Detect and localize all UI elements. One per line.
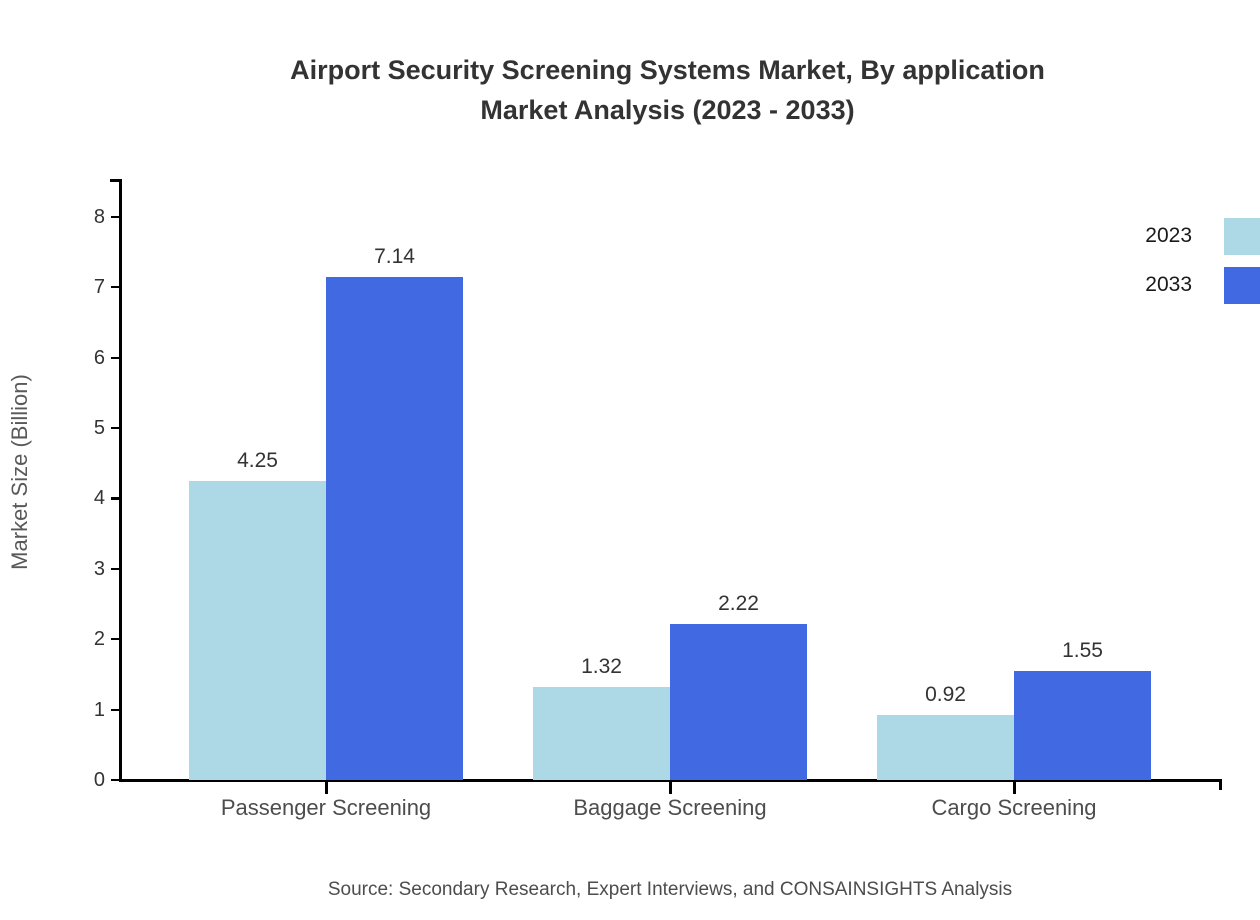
y-tick-label: 4: [93, 487, 105, 510]
y-axis-spine: [119, 179, 122, 782]
legend-label: 2023: [1145, 224, 1192, 247]
x-axis-right-cap: [1219, 779, 1222, 790]
y-tick-mark: [111, 779, 120, 782]
bar-2023-cargo-screening[interactable]: [877, 715, 1014, 780]
x-tick-label: Passenger Screening: [220, 795, 432, 820]
bar-value-label: 4.25: [237, 448, 278, 472]
y-tick-label: 0: [93, 769, 105, 791]
y-tick-mark: [111, 215, 120, 218]
bar-2033-baggage-screening[interactable]: [670, 623, 807, 780]
chart-title-line2: Market Analysis (2023 - 2033): [480, 95, 855, 125]
x-tick-mark: [325, 782, 328, 794]
legend-item-2033[interactable]: 2033: [1060, 263, 1260, 307]
y-tick-mark: [111, 567, 120, 570]
bar-value-label: 0.92: [925, 683, 966, 707]
y-tick-label: 3: [93, 557, 105, 580]
y-tick-label: 8: [93, 205, 105, 228]
y-axis-label: Market Size (Billion): [7, 374, 32, 570]
legend-swatch: [1224, 267, 1260, 304]
bar-2033-passenger-screening[interactable]: [326, 277, 463, 780]
bar-value-label: 7.14: [374, 245, 415, 269]
legend-swatch: [1224, 218, 1260, 255]
y-tick-mark: [111, 497, 120, 500]
legend-label: 2033: [1145, 273, 1192, 296]
x-axis-spine: [121, 779, 1222, 782]
bar-value-label: 1.32: [581, 655, 622, 679]
bar-value-label: 1.55: [1062, 638, 1103, 662]
y-axis-label-wrap: Market Size (Billion): [0, 179, 40, 781]
x-tick-mark: [1013, 782, 1016, 794]
x-tick-label: Cargo Screening: [931, 795, 1097, 820]
x-tick-label: Baggage Screening: [573, 795, 767, 820]
bar-2023-baggage-screening[interactable]: [533, 687, 670, 780]
chart-legend: 2023 2033: [1060, 214, 1260, 324]
y-axis-top-cap: [110, 179, 121, 182]
bar-value-label: 2.22: [718, 591, 759, 615]
legend-item-2023[interactable]: 2023: [1060, 214, 1260, 258]
bar-2033-cargo-screening[interactable]: [1014, 670, 1151, 780]
y-tick-label: 6: [93, 346, 105, 369]
bar-2023-passenger-screening[interactable]: [189, 480, 326, 780]
source-note: Source: Secondary Research, Expert Inter…: [327, 879, 1013, 900]
y-tick-mark: [111, 286, 120, 289]
y-tick-label: 5: [93, 417, 105, 439]
y-tick-mark: [111, 427, 120, 430]
y-tick-label: 7: [93, 276, 105, 299]
y-tick-mark: [111, 356, 120, 359]
chart-title: Airport Security Screening Systems Marke…: [0, 50, 1260, 130]
y-tick-mark: [111, 638, 120, 641]
y-tick-label: 2: [93, 628, 105, 651]
y-tick-label: 1: [93, 698, 105, 721]
chart-title-line1: Airport Security Screening Systems Marke…: [290, 55, 1045, 85]
x-tick-mark: [669, 782, 672, 794]
y-tick-mark: [111, 708, 120, 711]
